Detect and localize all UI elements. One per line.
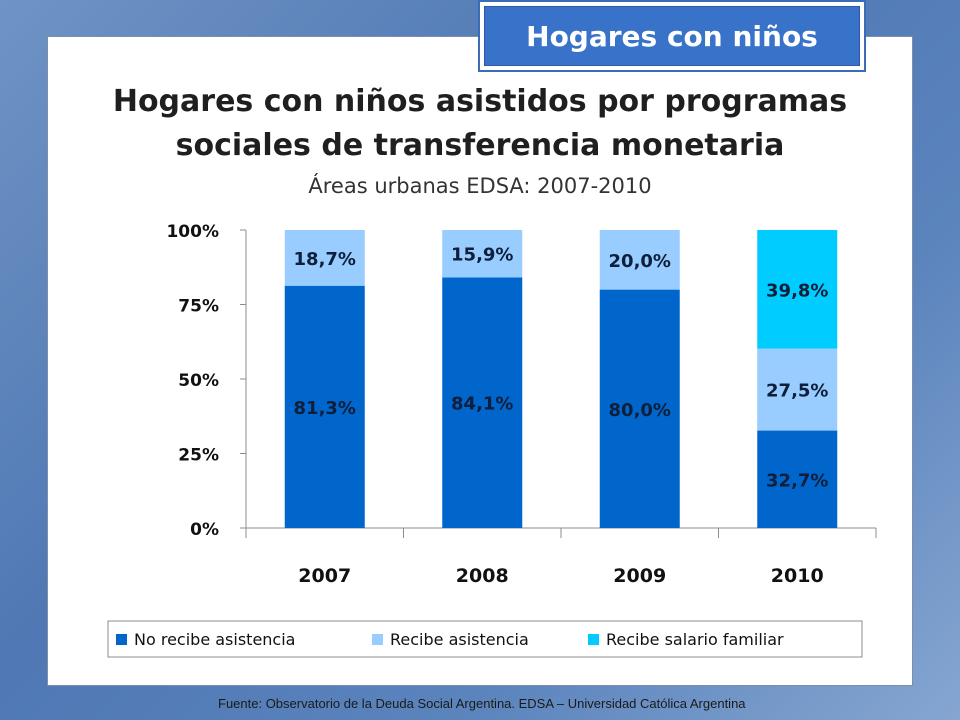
legend-box: [107, 620, 863, 658]
bar-segment: [442, 230, 523, 278]
bar-segment: [284, 285, 365, 528]
bar-segment: [442, 277, 523, 528]
bar-segment: [757, 430, 838, 528]
legend-entry-label: No recibe asistencia: [134, 630, 295, 649]
bar-value-label: 32,7%: [766, 470, 828, 491]
legend-swatch: [588, 634, 599, 645]
bar-segment: [757, 230, 838, 349]
legend-entry-label: Recibe asistencia: [390, 630, 529, 649]
chart-title: Hogares con niños asistidos por programa…: [112, 84, 848, 163]
chart-subtitle: Áreas urbanas EDSA: 2007-2010: [308, 174, 652, 198]
legend-swatch: [372, 634, 383, 645]
bar-value-label: 39,8%: [766, 280, 828, 301]
legend-entry-label: Recibe salario familiar: [606, 630, 784, 649]
bar-value-label: 20,0%: [609, 251, 671, 272]
x-category-label: 2010: [771, 565, 824, 587]
bar-segment: [757, 348, 838, 431]
y-tick-label: 25%: [178, 446, 219, 466]
bar-value-label: 81,3%: [294, 398, 356, 419]
bar-value-label: 27,5%: [766, 381, 828, 402]
y-tick-label: 50%: [178, 371, 219, 391]
bar-value-label: 15,9%: [451, 245, 513, 266]
x-category-label: 2007: [298, 565, 351, 587]
source-note: Fuente: Observatorio de la Deuda Social …: [218, 696, 746, 711]
bar-value-label: 80,0%: [609, 400, 671, 421]
y-tick-label: 75%: [178, 297, 219, 317]
x-category-label: 2009: [613, 565, 666, 587]
x-category-label: 2008: [456, 565, 509, 587]
bar-value-label: 18,7%: [294, 249, 356, 270]
bar-segment: [599, 230, 680, 290]
bar-segment: [599, 289, 680, 528]
bar-segment: [284, 230, 365, 286]
bar-value-label: 84,1%: [451, 394, 513, 415]
section-tag: Hogares con niños: [478, 0, 866, 72]
y-tick-label: 0%: [190, 520, 219, 540]
legend-swatch: [116, 634, 127, 645]
section-tag-label: Hogares con niños: [484, 6, 860, 66]
y-tick-label: 100%: [166, 222, 219, 242]
